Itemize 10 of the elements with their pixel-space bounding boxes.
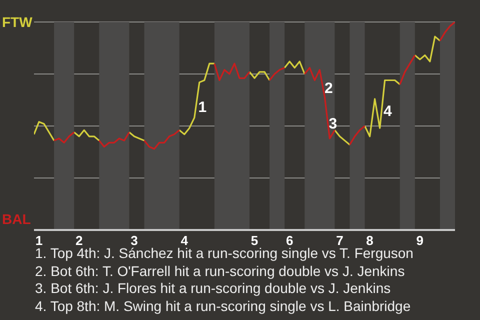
text: 2. Bot 6th: T. O'Farrell hit a run-scoring double vs J. Jenkins xyxy=(35,262,406,280)
annotation: 3 xyxy=(328,115,338,132)
text: 4. Top 8th: M. Swing hit a run-scoring single vs L. Bainbridge xyxy=(35,298,412,315)
text: FTW xyxy=(2,14,32,30)
x-tick-label: 9 xyxy=(416,233,424,248)
text: BAL xyxy=(2,211,31,227)
annotation: 1 xyxy=(198,98,207,116)
text: 3. Bot 6th: J. Flores hit a run-scoring double vs J. Jenkins xyxy=(35,280,392,298)
annotation: 4 xyxy=(383,102,392,120)
annotation: 2 xyxy=(324,80,333,98)
